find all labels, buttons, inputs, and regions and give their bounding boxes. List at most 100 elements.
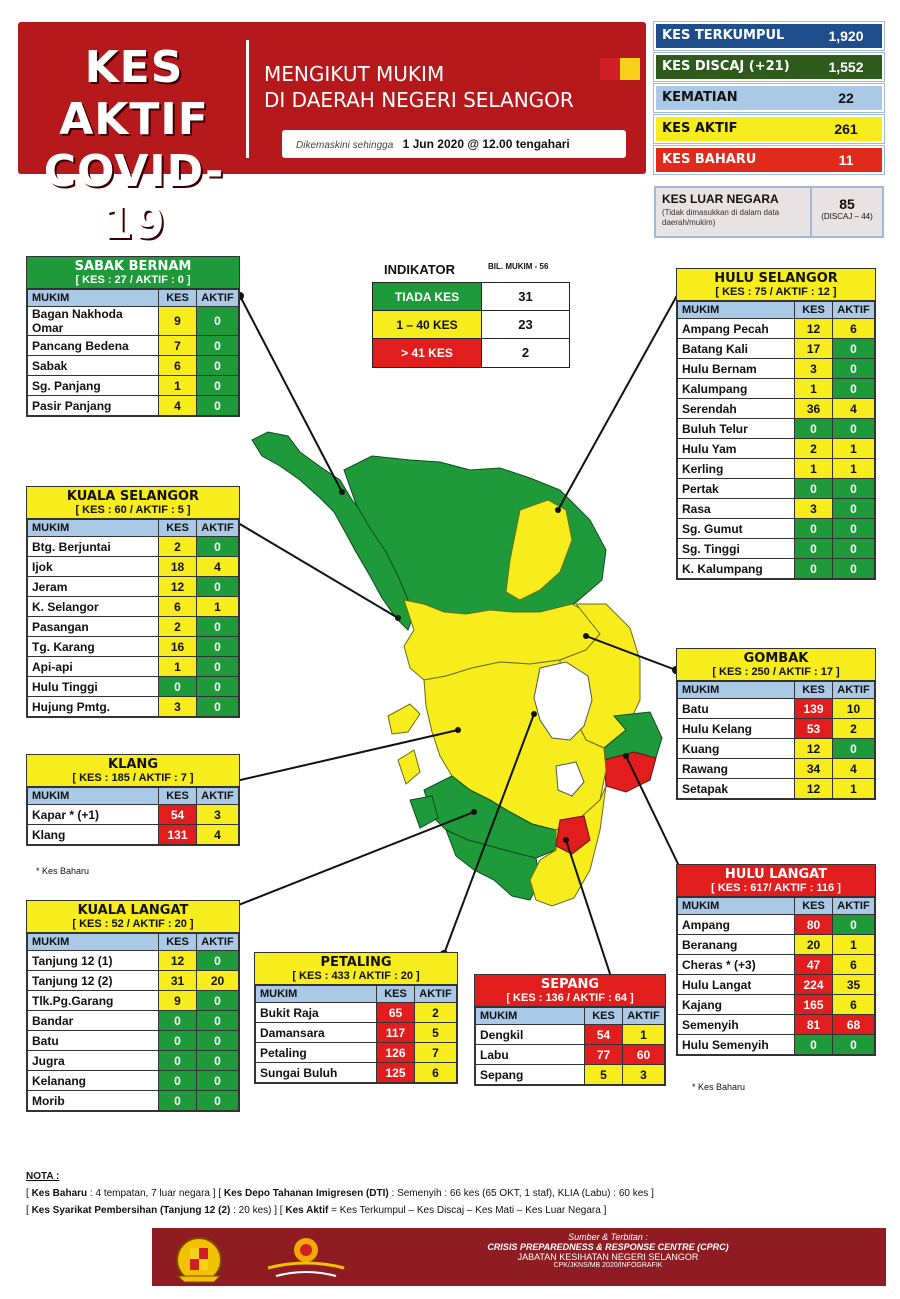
summary-row: KES AKTIF 261 — [653, 114, 885, 144]
mukim-aktif: 0 — [832, 498, 875, 519]
klang-kes-baharu-note: * Kes Baharu — [36, 866, 90, 876]
mukim-name: Petaling — [255, 1042, 377, 1063]
mukim-name: Tanjung 12 (1) — [27, 950, 159, 971]
panel-kuala-selangor: KUALA SELANGOR[ KES : 60 / AKTIF : 5 ] MU… — [26, 486, 240, 718]
mukim-aktif: 1 — [832, 458, 875, 479]
table-row: Kapar * (+1) 54 3 — [27, 804, 239, 825]
table-row: Petaling 126 7 — [255, 1042, 457, 1063]
mukim-kes: 0 — [794, 518, 833, 539]
table-row: Ampang 80 0 — [677, 914, 875, 935]
district-summary: [ KES : 60 / AKTIF : 5 ] — [75, 504, 191, 516]
table-row: Rasa 3 0 — [677, 498, 875, 519]
mukim-aktif: 0 — [196, 676, 239, 697]
kes-luar-negara-box: KES LUAR NEGARA (Tidak dimasukkan di dal… — [654, 186, 884, 238]
mukim-name: Kuang — [677, 738, 795, 759]
mukim-aktif: 0 — [832, 538, 875, 559]
mukim-kes: 0 — [158, 1010, 197, 1031]
table-row: Pasangan 2 0 — [27, 616, 239, 637]
mukim-kes: 12 — [794, 738, 833, 759]
mukim-aktif: 0 — [196, 636, 239, 657]
nota-l2e: = Kes Terkumpul – Kes Discaj – Kes Mati … — [328, 1205, 607, 1216]
mukim-aktif: 3 — [622, 1064, 665, 1085]
panel-petaling: PETALING[ KES : 433 / AKTIF : 20 ] MUKIM K… — [254, 952, 458, 1084]
table-row: Hulu Bernam 3 0 — [677, 358, 875, 379]
table-row: Tg. Karang 16 0 — [27, 636, 239, 657]
campaign-logo-icon — [267, 1238, 345, 1277]
mukim-name: Kapar * (+1) — [27, 804, 159, 825]
mukim-kes: 0 — [794, 1034, 833, 1055]
mukim-name: Rasa — [677, 498, 795, 519]
mukim-kes: 6 — [158, 355, 197, 376]
mukim-kes: 80 — [794, 914, 833, 935]
footer-sumber: Sumber & Terbitan : — [568, 1232, 648, 1242]
mukim-aktif: 20 — [196, 970, 239, 991]
update-value: 1 Jun 2020 @ 12.00 tengahari — [402, 137, 570, 151]
table-row: Hulu Yam 2 1 — [677, 438, 875, 459]
mukim-table: MUKIM KES AKTIF Ampang 80 0 Beranang 20 1 Cheras … — [677, 897, 875, 1055]
col-mukim: MUKIM — [677, 681, 795, 699]
district-summary: [ KES : 75 / AKTIF : 12 ] — [715, 286, 837, 298]
mukim-name: Bandar — [27, 1010, 159, 1031]
panel-header: GOMBAK[ KES : 250 / AKTIF : 17 ] — [677, 649, 875, 681]
indicator-label: TIADA KES — [373, 283, 481, 310]
table-row: Hulu Kelang 53 2 — [677, 718, 875, 739]
indicator-row: > 41 KES 2 — [373, 339, 569, 367]
mukim-name: Setapak — [677, 778, 795, 799]
mukim-kes: 9 — [158, 306, 197, 336]
summary-row: KEMATIAN 22 — [653, 83, 885, 113]
mukim-kes: 77 — [584, 1044, 623, 1065]
mukim-name: Cheras * (+3) — [677, 954, 795, 975]
mukim-aktif: 0 — [832, 1034, 875, 1055]
header-banner: KES AKTIF COVID-19 MENGIKUT MUKIM DI DAE… — [18, 22, 646, 249]
mukim-kes: 54 — [584, 1024, 623, 1045]
mukim-name: Hulu Bernam — [677, 358, 795, 379]
mukim-kes: 0 — [794, 558, 833, 579]
mukim-aktif: 0 — [196, 335, 239, 356]
summary-value: 1,552 — [810, 55, 882, 79]
summary-value: 22 — [810, 86, 882, 110]
mukim-name: Serendah — [677, 398, 795, 419]
table-row: Rawang 34 4 — [677, 758, 875, 779]
mukim-aktif: 6 — [832, 994, 875, 1015]
district-name: SABAK BERNAM — [74, 259, 192, 274]
col-kes: KES — [158, 933, 197, 951]
mukim-name: Ijok — [27, 556, 159, 577]
mukim-aktif: 0 — [832, 358, 875, 379]
col-kes: KES — [794, 681, 833, 699]
summary-label: KES AKTIF — [656, 117, 810, 141]
footer-cprc: CRISIS PREPAREDNESS & RESPONSE CENTRE (C… — [487, 1242, 729, 1252]
table-row: Serendah 36 4 — [677, 398, 875, 419]
mukim-kes: 12 — [794, 778, 833, 799]
nota-l2a: [ — [26, 1205, 32, 1216]
mukim-name: K. Selangor — [27, 596, 159, 617]
table-row: Tanjung 12 (2) 31 20 — [27, 970, 239, 991]
mukim-aktif: 60 — [622, 1044, 665, 1065]
summary-value: 1,920 — [810, 24, 882, 48]
map-region-petaling — [423, 659, 607, 831]
panel-sepang: SEPANG[ KES : 136 / AKTIF : 64 ] MUKIM KES… — [474, 974, 666, 1086]
nota-l1d: Kes Depo Tahanan Imigresen (DTI) — [223, 1188, 389, 1199]
mukim-name: Rawang — [677, 758, 795, 779]
indicator-value: 31 — [481, 283, 569, 310]
col-mukim: MUKIM — [677, 301, 795, 319]
col-kes: KES — [158, 519, 197, 537]
mukim-aktif: 2 — [832, 718, 875, 739]
table-row: Kalumpang 1 0 — [677, 378, 875, 399]
mukim-name: Kerling — [677, 458, 795, 479]
table-header-row: MUKIM KES AKTIF — [27, 289, 239, 307]
mukim-name: Kajang — [677, 994, 795, 1015]
mukim-kes: 47 — [794, 954, 833, 975]
indicator-title: INDIKATOR — [384, 262, 456, 277]
mukim-aktif: 4 — [832, 758, 875, 779]
table-row: Tanjung 12 (1) 12 0 — [27, 950, 239, 971]
mukim-name: Hulu Yam — [677, 438, 795, 459]
table-row: Beranang 20 1 — [677, 934, 875, 955]
mukim-name: Jeram — [27, 576, 159, 597]
mukim-kes: 0 — [794, 538, 833, 559]
indicator-label: > 41 KES — [373, 339, 481, 367]
table-row: Bukit Raja 65 2 — [255, 1002, 457, 1023]
mukim-kes: 0 — [158, 1090, 197, 1111]
mukim-name: Buluh Telur — [677, 418, 795, 439]
nota-line1: [ Kes Baharu : 4 tempatan, 7 luar negara… — [26, 1185, 876, 1202]
nota-title: NOTA : — [26, 1171, 60, 1182]
